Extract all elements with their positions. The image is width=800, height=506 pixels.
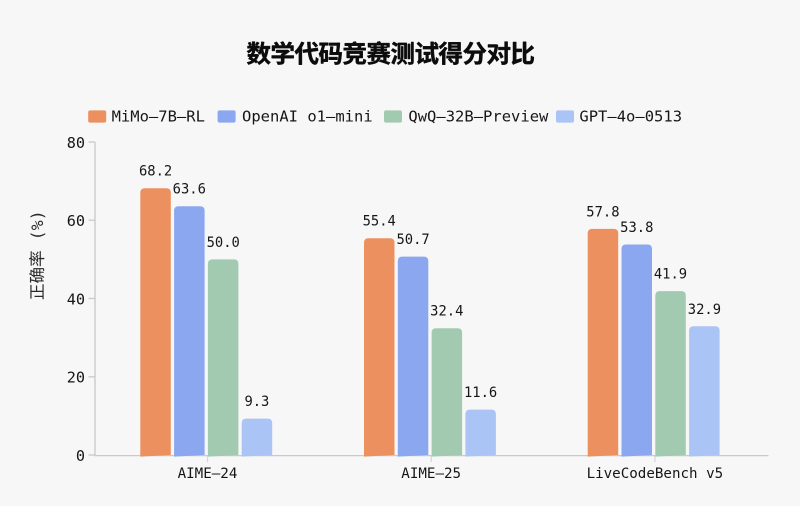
svg-text:0: 0 bbox=[76, 447, 85, 465]
svg-text:OpenAI o1–mini: OpenAI o1–mini bbox=[242, 108, 373, 126]
svg-text:63.6: 63.6 bbox=[173, 182, 206, 198]
svg-text:60: 60 bbox=[67, 212, 85, 230]
svg-text:40: 40 bbox=[67, 290, 85, 308]
svg-text:32.4: 32.4 bbox=[430, 304, 463, 320]
svg-text:55.4: 55.4 bbox=[363, 214, 396, 230]
svg-text:LiveCodeBench v5: LiveCodeBench v5 bbox=[587, 466, 724, 482]
svg-text:57.8: 57.8 bbox=[586, 204, 619, 220]
svg-text:68.2: 68.2 bbox=[139, 164, 172, 180]
svg-text:MiMo–7B–RL: MiMo–7B–RL bbox=[112, 108, 205, 126]
svg-text:41.9: 41.9 bbox=[654, 267, 687, 283]
svg-text:9.3: 9.3 bbox=[244, 394, 269, 410]
svg-text:AIME–25: AIME–25 bbox=[401, 466, 461, 482]
svg-text:11.6: 11.6 bbox=[464, 385, 497, 401]
svg-text:32.9: 32.9 bbox=[688, 302, 721, 318]
svg-text:80: 80 bbox=[67, 134, 85, 152]
svg-text:QwQ–32B–Preview: QwQ–32B–Preview bbox=[408, 108, 549, 126]
svg-text:50.0: 50.0 bbox=[207, 235, 240, 251]
svg-text:53.8: 53.8 bbox=[620, 220, 653, 236]
svg-text:AIME–24: AIME–24 bbox=[178, 466, 238, 482]
svg-text:20: 20 bbox=[67, 369, 85, 387]
svg-text:50.7: 50.7 bbox=[396, 232, 429, 248]
svg-text:GPT–4o–0513: GPT–4o–0513 bbox=[579, 108, 682, 126]
